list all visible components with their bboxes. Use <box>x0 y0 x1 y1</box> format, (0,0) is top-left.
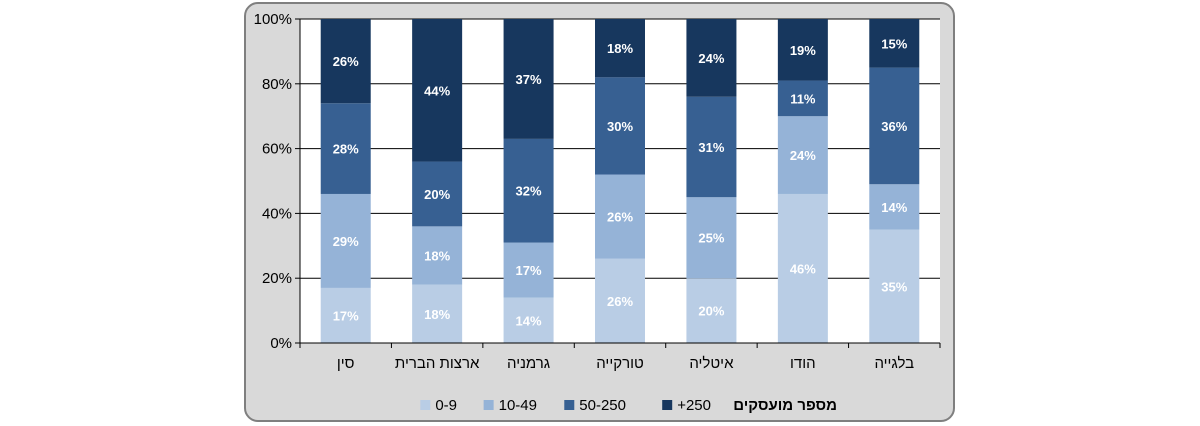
legend-label: 10-49 <box>499 397 537 414</box>
data-label: 26% <box>607 294 633 309</box>
bar-segment <box>869 19 920 68</box>
bar-segment <box>869 184 920 230</box>
data-label: 32% <box>516 184 542 199</box>
bar-segment <box>777 193 828 343</box>
legend-label: +250 <box>677 397 711 414</box>
legend-label: 50-250 <box>579 397 626 414</box>
legend-swatch <box>662 400 673 410</box>
bar-segment <box>320 287 371 343</box>
bar-segment <box>320 103 371 194</box>
bar-segment <box>686 19 737 97</box>
data-label: 17% <box>516 263 542 278</box>
data-label: 35% <box>881 279 907 294</box>
y-tick-label: 20% <box>262 270 292 287</box>
x-axis: סין ארצות הברית גרמניה טורקייה איטליה הודו בלג… <box>299 342 941 372</box>
data-label: 37% <box>516 72 542 87</box>
bars: 17% 29% 28% 26% 18% 18% 20% 44% 14% 17% 32% 37% 26% 2… <box>320 19 920 343</box>
data-label: 20% <box>424 187 450 202</box>
data-label: 31% <box>698 140 724 155</box>
legend-swatch <box>420 400 431 410</box>
bar-segment <box>869 67 920 185</box>
y-tick-label: 80% <box>262 76 292 93</box>
data-label: 26% <box>607 210 633 225</box>
data-label: 18% <box>424 307 450 322</box>
bar-segment <box>869 229 920 343</box>
bar-segment <box>320 193 371 288</box>
data-label: 24% <box>698 51 724 66</box>
data-label: 18% <box>424 249 450 264</box>
data-label: 14% <box>881 200 907 215</box>
x-tick-label: ארצות הברית <box>395 355 480 372</box>
x-tick-label: גרמניה <box>507 355 550 372</box>
bar-segment <box>320 19 371 104</box>
bar-segment <box>686 197 737 279</box>
bar-segment <box>686 278 737 343</box>
legend-swatch <box>564 400 575 410</box>
bar-segment <box>503 138 554 243</box>
bar-segment <box>777 80 828 117</box>
data-label: 44% <box>424 83 450 98</box>
legend-label: 0-9 <box>435 397 457 414</box>
bar-segment <box>503 297 554 343</box>
bar-segment <box>595 174 645 259</box>
x-tick-label: איטליה <box>689 355 734 372</box>
bar-segment <box>595 19 645 78</box>
data-label: 11% <box>790 91 816 106</box>
data-label: 18% <box>607 41 633 56</box>
y-axis: 0% 20% 40% 60% 80% 100% <box>254 11 301 352</box>
data-label: 25% <box>698 231 724 246</box>
data-label: 46% <box>790 261 816 276</box>
data-label: 19% <box>790 43 816 58</box>
data-label: 20% <box>698 304 724 319</box>
legend-swatch <box>483 400 494 410</box>
bar-segment <box>503 19 554 139</box>
data-label: 24% <box>790 148 816 163</box>
bar-segment <box>777 19 828 81</box>
bar-segment <box>777 116 828 194</box>
x-tick-label: הודו <box>790 355 816 372</box>
legend: מספר מועסקים +250 50-250 10-49 0-9 <box>420 397 837 414</box>
bar-segment <box>412 19 463 162</box>
bar-segment <box>412 284 463 343</box>
x-tick-label: סין <box>337 355 355 372</box>
data-label: 26% <box>333 54 359 69</box>
y-tick-label: 0% <box>270 335 292 352</box>
x-tick-label: בלגייה <box>874 355 914 372</box>
data-label: 36% <box>881 119 907 134</box>
bar-segment <box>503 242 554 298</box>
data-label: 29% <box>333 234 359 249</box>
data-label: 30% <box>607 119 633 134</box>
y-tick-label: 40% <box>262 205 292 222</box>
y-tick-label: 60% <box>262 141 292 158</box>
bar-segment <box>412 226 463 285</box>
data-label: 14% <box>516 313 542 328</box>
x-tick-label: טורקייה <box>596 355 644 372</box>
stacked-bar-chart: 17% 29% 28% 26% 18% 18% 20% 44% 14% 17% 32% 37% 26% 2… <box>254 11 941 414</box>
bar-segment <box>595 77 645 175</box>
bar-segment <box>412 161 463 227</box>
chart-frame: 17% 29% 28% 26% 18% 18% 20% 44% 14% 17% 32% 37% 26% 2… <box>244 2 955 422</box>
legend-title: מספר מועסקים <box>733 397 837 414</box>
y-tick-label: 100% <box>254 11 292 28</box>
bar-segment <box>595 258 645 343</box>
data-label: 17% <box>333 308 359 323</box>
bar-segment <box>686 96 737 198</box>
data-label: 28% <box>333 142 359 157</box>
data-label: 15% <box>881 36 907 51</box>
